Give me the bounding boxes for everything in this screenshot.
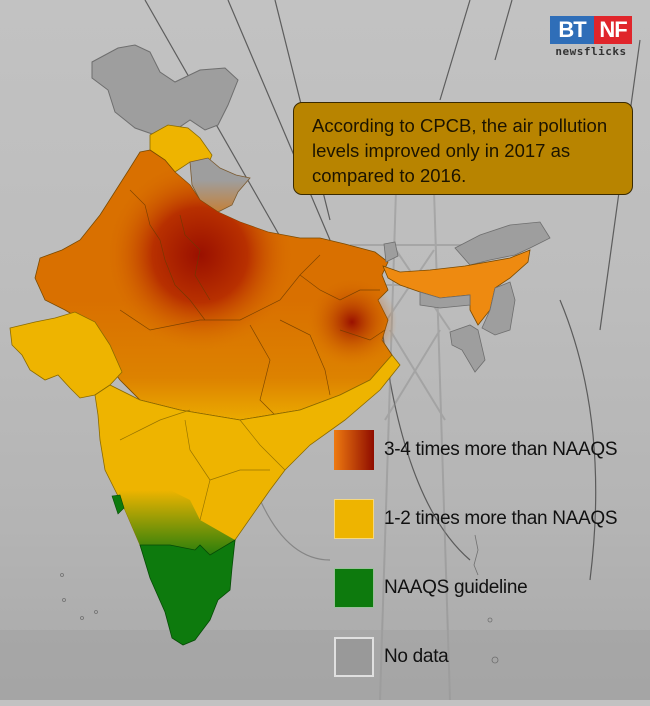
region-tripura-mizoram (449, 324, 486, 373)
legend-swatch-1-2x (334, 499, 374, 539)
legend-item-3-4x: 3-4 times more than NAAQS (334, 430, 618, 470)
legend-swatch-naaqs (334, 568, 374, 608)
legend-label: 3-4 times more than NAAQS (384, 439, 618, 460)
region-goa (111, 494, 125, 515)
legend-item-naaqs: NAAQS guideline (334, 568, 617, 608)
legend-label: NAAQS guideline (384, 577, 528, 598)
legend-label: 1-2 times more than NAAQS (384, 508, 618, 529)
legend-swatch-no-data (334, 637, 374, 677)
legend-item-1-2x: 1-2 times more than NAAQS (334, 499, 618, 539)
logo-subtitle: newsflicks (555, 45, 627, 58)
logo-nf: NF (594, 16, 632, 44)
region-tamil-nadu-kerala (139, 539, 236, 646)
legend-label: No data (384, 646, 449, 667)
region-uttarakhand (189, 157, 251, 213)
bt-newsflicks-logo: BT NF newsflicks (550, 16, 632, 58)
logo-badge: BT NF (550, 16, 632, 44)
region-arunachal (454, 221, 551, 266)
map-legend: 3-4 times more than NAAQS 1-2 times more… (334, 430, 618, 706)
region-nagaland-manipur (481, 281, 516, 336)
legend-item-no-data: No data (334, 637, 617, 677)
legend-swatch-3-4x (334, 430, 374, 470)
region-sikkim (383, 241, 399, 263)
region-meghalaya (419, 291, 471, 309)
region-jammu-kashmir (91, 44, 239, 136)
info-callout: According to CPCB, the air pollution lev… (293, 102, 633, 195)
logo-bt: BT (550, 16, 594, 44)
